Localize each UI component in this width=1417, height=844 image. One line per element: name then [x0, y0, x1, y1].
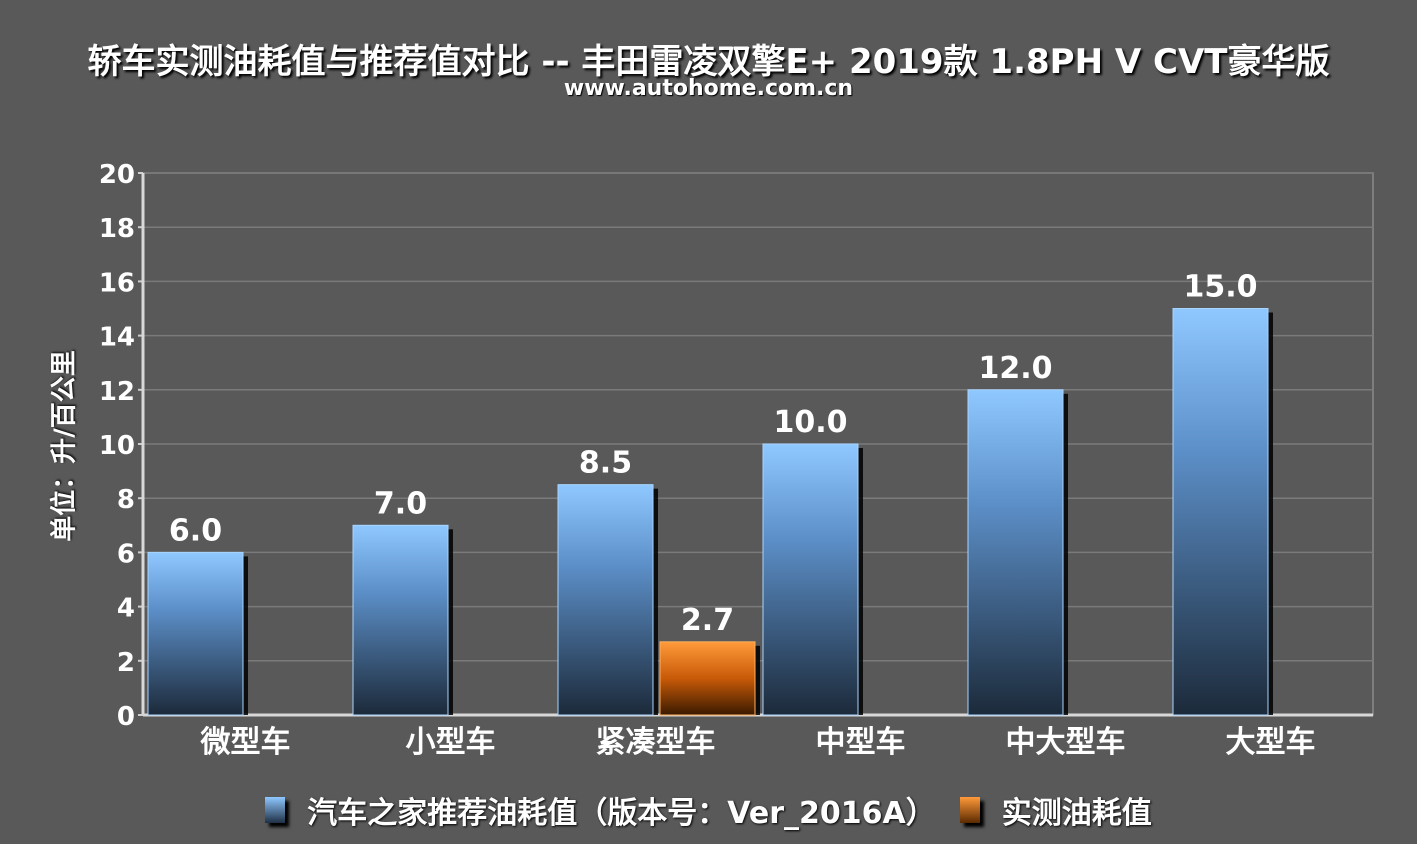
data-label: 2.7	[681, 603, 734, 638]
y-tick-label: 0	[117, 702, 135, 732]
legend-label-recommended: 汽车之家推荐油耗值（版本号：Ver_2016A）	[307, 796, 936, 831]
y-tick-label: 4	[117, 594, 135, 624]
y-tick-label: 12	[99, 377, 135, 407]
data-label: 8.5	[579, 446, 632, 481]
legend: 汽车之家推荐油耗值（版本号：Ver_2016A） 实测油耗值	[0, 788, 1417, 832]
y-tick-label: 18	[99, 214, 135, 244]
chart-subtitle: www.autohome.com.cn	[563, 76, 854, 101]
bar-recommended	[352, 524, 449, 716]
y-tick-label: 16	[99, 268, 135, 298]
bar-recommended	[762, 443, 859, 716]
legend-item-recommended: 汽车之家推荐油耗值（版本号：Ver_2016A）	[265, 788, 936, 832]
bar-recommended	[147, 551, 244, 716]
legend-item-measured: 实测油耗值	[959, 788, 1152, 832]
data-label: 12.0	[978, 351, 1052, 386]
y-tick-label: 10	[99, 431, 135, 461]
x-tick-label: 小型车	[406, 725, 496, 760]
x-tick-label: 中型车	[816, 725, 906, 760]
y-tick-label: 8	[117, 485, 135, 515]
bar-measured	[659, 641, 756, 716]
chart-title: 轿车实测油耗值与推荐值对比 -- 丰田雷凌双擎E+ 2019款 1.8PH V …	[87, 42, 1330, 82]
x-tick-label: 微型车	[200, 725, 291, 760]
bar-recommended	[557, 484, 654, 716]
data-label: 7.0	[374, 486, 427, 521]
legend-label-measured: 实测油耗值	[1001, 796, 1152, 831]
x-tick-label: 中大型车	[1006, 725, 1126, 760]
x-tick-label: 紧凑型车	[596, 725, 716, 760]
y-tick-label: 2	[117, 648, 135, 678]
bar-recommended	[1172, 308, 1269, 716]
data-label: 6.0	[169, 513, 222, 548]
bar-recommended	[967, 389, 1064, 716]
x-tick-label: 大型车	[1226, 725, 1316, 760]
legend-swatch-measured	[959, 797, 980, 823]
legend-swatch-recommended	[265, 797, 286, 823]
y-tick-label: 6	[117, 539, 135, 569]
data-label: 10.0	[773, 405, 847, 440]
y-tick-label: 14	[99, 323, 135, 353]
data-label: 15.0	[1183, 270, 1257, 305]
y-tick-label: 20	[99, 160, 135, 190]
